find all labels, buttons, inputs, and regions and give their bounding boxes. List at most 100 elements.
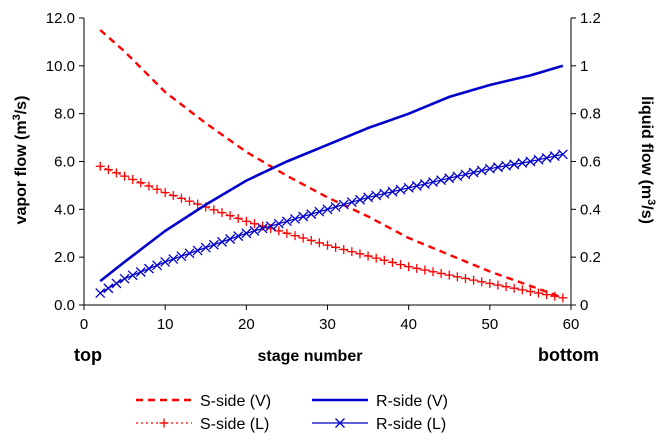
x-tick-label: 10 — [157, 316, 174, 333]
marker-r-side-l-b — [346, 197, 357, 208]
y-left-tick-label: 12.0 — [46, 10, 75, 27]
marker-r-side-l-b — [111, 278, 122, 289]
marker-r-side-l-b — [281, 216, 292, 227]
marker-r-side-l-b — [257, 223, 268, 234]
axes-layer: 0 10 20 30 40 50 60 0.0 2.0 4.0 6.0 8.0 10.0 12.0 0 0.2… — [46, 10, 601, 333]
marker-r-side-l-b — [241, 228, 252, 239]
marker-r-side-l-b — [541, 152, 552, 163]
marker-r-side-l-b — [217, 236, 227, 247]
marker-r-side-l-b — [533, 154, 544, 165]
x-tick-label: 40 — [400, 316, 417, 333]
marker-r-side-l-b — [444, 173, 455, 184]
marker-r-side-l-b — [436, 175, 447, 186]
marker-r-side-l-b — [176, 251, 187, 262]
y-axis-title-left: vapor flow (m3/s) — [11, 96, 30, 225]
legend-label-r-side-l: R-side (L) — [376, 416, 446, 433]
series-line-s-side-l — [99, 165, 564, 299]
marker-r-side-l-b — [152, 260, 163, 271]
marker-r-side-l-b — [322, 204, 333, 215]
y-left-tick-label: 10.0 — [46, 58, 75, 75]
x-end-label-left: top — [74, 345, 102, 365]
marker-r-side-l-b — [192, 245, 203, 256]
marker-r-side-l-b — [387, 186, 398, 197]
marker-r-side-l-b — [419, 179, 430, 189]
marker-r-side-l-b — [484, 163, 495, 174]
marker-r-side-l-b — [119, 273, 130, 284]
y-left-tick-label: 8.0 — [54, 106, 75, 123]
marker-r-side-l-b — [249, 225, 260, 236]
marker-r-side-l-b — [314, 206, 325, 217]
series-s-side-l — [95, 161, 568, 303]
x-end-label-right: bottom — [538, 345, 599, 365]
x-tick-label: 0 — [80, 316, 88, 333]
x-axis-title: stage number — [258, 348, 363, 365]
marker-r-side-l-b — [338, 199, 349, 210]
series-line-s-side-v — [99, 29, 564, 299]
marker-r-side-l-b — [103, 283, 114, 294]
marker-r-side-l-b — [273, 218, 284, 229]
marker-r-side-l-b — [135, 267, 146, 277]
x-tick-label: 60 — [563, 316, 580, 333]
marker-r-side-l-b — [549, 151, 560, 162]
y-right-tick-label: 0.4 — [580, 201, 601, 218]
marker-r-side-l-b — [208, 239, 219, 250]
series-line-r-side-l — [99, 153, 564, 294]
y-left-tick-label: 6.0 — [54, 154, 75, 171]
legend-item-s-side-l: S-side (L) — [136, 416, 269, 433]
marker-r-side-l-b — [330, 201, 341, 212]
marker-r-side-l-b — [411, 180, 422, 191]
marker-r-side-l-b — [127, 270, 138, 281]
marker-r-side-l-b — [160, 256, 171, 267]
marker-r-side-l-b — [233, 231, 244, 242]
series-r-side-l — [95, 149, 568, 299]
x-tick-label: 30 — [319, 316, 336, 333]
legend-marker-r-side-l-b — [335, 418, 345, 428]
marker-r-side-l-b — [476, 165, 487, 176]
y-right-tick-label: 0.8 — [580, 106, 601, 123]
y-axis-title-right: liquid flow (m3/s) — [638, 96, 657, 224]
legend-item-s-side-v: S-side (V) — [136, 393, 271, 410]
series-s-side-v — [99, 29, 564, 299]
y-left-tick-label: 2.0 — [54, 249, 75, 266]
marker-r-side-l-b — [298, 211, 309, 222]
y-right-tick-label: 1.2 — [580, 10, 601, 27]
y-right-tick-label: 0.6 — [580, 154, 601, 171]
series-layer — [95, 29, 568, 303]
marker-r-side-l-b — [95, 288, 106, 299]
marker-r-side-l-b — [403, 182, 414, 193]
marker-r-side-l-b — [517, 157, 528, 168]
series-r-side-v — [99, 64, 564, 283]
legend-label-s-side-l: S-side (L) — [200, 416, 269, 433]
y-left-tick-label: 4.0 — [54, 201, 75, 218]
y-right-tick-label: 1 — [580, 58, 588, 75]
marker-r-side-l-b — [428, 177, 438, 188]
marker-r-side-l-b — [355, 194, 365, 205]
marker-r-side-l-b — [452, 171, 463, 182]
legend-label-s-side-v: S-side (V) — [200, 393, 271, 410]
y-right-tick-label: 0.2 — [580, 249, 601, 266]
marker-r-side-l-b — [492, 162, 503, 173]
legend-item-r-side-v: R-side (V) — [312, 393, 448, 410]
marker-r-side-l-b — [143, 263, 154, 274]
marker-r-side-l-b — [379, 188, 390, 199]
marker-r-side-l-b — [501, 160, 512, 171]
marker-r-side-l-b — [468, 167, 479, 178]
marker-r-side-l-b — [306, 209, 317, 220]
marker-r-side-l-b — [290, 213, 300, 224]
y-left-tick-label: 0.0 — [54, 297, 75, 314]
marker-r-side-l-b — [460, 169, 471, 180]
marker-r-side-l-b — [225, 234, 236, 244]
y-right-tick-label: 0 — [580, 297, 588, 314]
x-tick-label: 20 — [238, 316, 255, 333]
marker-r-side-l-b — [371, 190, 382, 201]
legend-label-r-side-v: R-side (V) — [376, 393, 448, 410]
legend: S-side (V) R-side (V) S-side (L) R-side (L) — [136, 393, 448, 433]
legend-item-r-side-l: R-side (L) — [312, 416, 446, 433]
marker-r-side-l-b — [557, 149, 568, 160]
marker-r-side-l-b — [184, 248, 195, 259]
marker-r-side-l-b — [363, 192, 374, 203]
marker-r-side-l-b — [168, 254, 179, 265]
marker-r-side-l-b — [509, 159, 520, 170]
x-tick-label: 50 — [481, 316, 498, 333]
